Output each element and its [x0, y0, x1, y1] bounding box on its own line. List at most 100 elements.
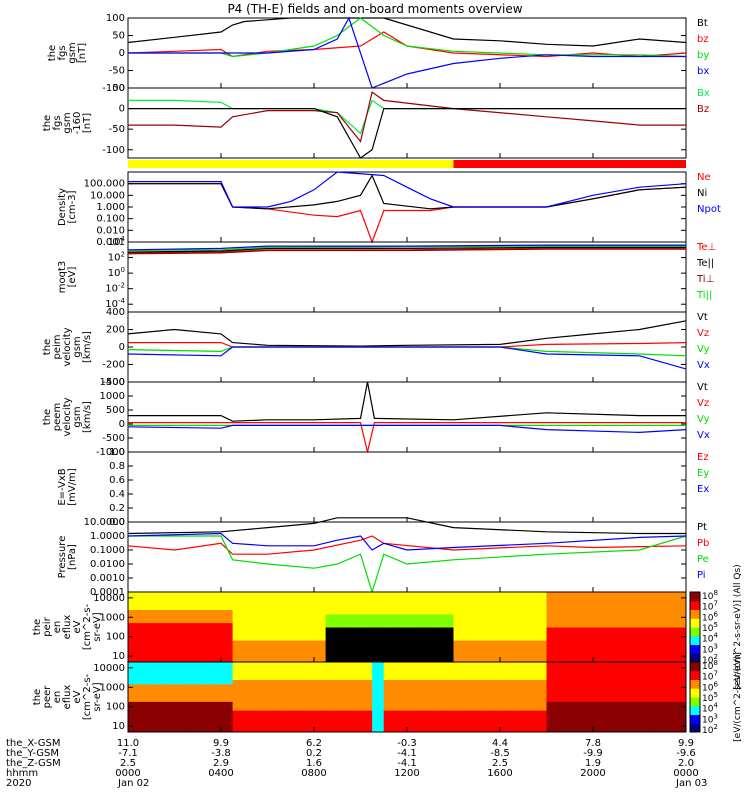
spectrogram-cell — [267, 705, 280, 711]
spectrogram-cell — [221, 640, 234, 645]
spectrogram-cell — [197, 613, 210, 619]
spectrogram-cell — [546, 662, 559, 667]
spectrogram-cell — [162, 657, 175, 663]
spectrogram-cell — [314, 618, 327, 624]
spectrogram-cell — [255, 683, 268, 689]
spectrogram-cell — [430, 618, 443, 624]
spectrogram-cell — [430, 727, 443, 733]
spectrogram-cell — [267, 600, 280, 606]
spectrogram-cell — [651, 640, 664, 645]
spectrogram-cell — [430, 666, 443, 672]
series-line-Vx — [127, 424, 687, 434]
spectrogram-cell — [593, 710, 606, 715]
spectrogram-cell — [151, 692, 164, 698]
spectrogram-cell — [209, 600, 222, 606]
spectrogram-cell — [465, 670, 478, 676]
spectrogram-cell — [255, 723, 268, 729]
spectrogram-cell — [407, 622, 420, 628]
spectrogram-cell — [383, 688, 396, 694]
spectrogram-cell — [383, 622, 396, 628]
spectrogram-cell — [186, 622, 199, 628]
spectrogram-cell — [662, 727, 675, 733]
colorbar-segment — [690, 627, 700, 637]
legend-Ti⊥: Ti⊥ — [696, 274, 714, 285]
spectrogram-cell — [197, 692, 210, 698]
spectrogram-cell — [232, 710, 245, 715]
spectrogram-cell — [453, 683, 466, 689]
spectrogram-cell — [500, 648, 513, 654]
y-tick-label: 1.000 — [96, 202, 125, 213]
spectrogram-cell — [302, 723, 315, 729]
spectrogram-cell — [511, 622, 524, 628]
spectrogram-cell — [197, 635, 210, 641]
spectrogram-cell — [325, 640, 338, 645]
spectrogram-cell — [627, 679, 640, 685]
spectrogram-cell — [418, 631, 431, 637]
spectrogram-cell — [255, 710, 268, 715]
spectrogram-cell — [383, 600, 396, 606]
spectrogram-cell — [511, 596, 524, 602]
series-line-Vx — [127, 346, 687, 370]
y-tick-label: 200 — [106, 325, 125, 336]
spectrogram-cell — [314, 653, 327, 659]
spectrogram-cell — [441, 666, 454, 672]
spectrogram-cell — [581, 613, 594, 619]
spectrogram-cell — [418, 609, 431, 615]
spectrogram-cell — [325, 670, 338, 676]
spectrogram-cell — [639, 618, 652, 624]
spectrogram-cell — [221, 600, 234, 606]
y-axis-label: eflux — [62, 615, 73, 640]
spectrogram-cell — [128, 662, 141, 667]
spectrogram-cell — [139, 666, 152, 672]
spectrogram-cell — [558, 648, 571, 654]
spectrogram-cell — [593, 622, 606, 628]
spectrogram-cell — [314, 727, 327, 733]
spectrogram-cell — [337, 662, 350, 667]
spectrogram-cell — [395, 692, 408, 698]
x-axis-value: 9.9 — [678, 738, 694, 749]
series-line-Bt — [127, 17, 687, 47]
spectrogram-cell — [639, 605, 652, 610]
spectrogram-cell — [197, 701, 210, 707]
spectrogram-cell — [232, 627, 245, 632]
spectrogram-cell — [186, 627, 199, 632]
series-line-Te⊥ — [127, 247, 686, 254]
spectrogram-cell — [627, 675, 640, 680]
spectrogram-cell — [593, 718, 606, 724]
spectrogram-cell — [581, 653, 594, 659]
spectrogram-cell — [186, 613, 199, 619]
spectrogram-cell — [314, 631, 327, 637]
spectrogram-cell — [325, 600, 338, 606]
spectrogram-cell — [604, 688, 617, 694]
spectrogram-cell — [255, 675, 268, 680]
spectrogram-cell — [162, 705, 175, 711]
spectrogram-cell — [430, 662, 443, 667]
spectrogram-cell — [348, 640, 361, 645]
spectrogram-cell — [511, 662, 524, 667]
spectrogram-cell — [372, 723, 385, 729]
spectrogram-cell — [453, 648, 466, 654]
spectrogram-cell — [418, 596, 431, 602]
y-tick-label: 0.8 — [109, 461, 125, 472]
spectrogram-cell — [453, 675, 466, 680]
spectrogram-cell — [279, 592, 292, 597]
spectrogram-cell — [569, 640, 582, 645]
spectrogram-cell — [651, 596, 664, 602]
spectrogram-cell — [511, 600, 524, 606]
spectrogram-cell — [325, 688, 338, 694]
spectrogram-cell — [511, 675, 524, 680]
x-axis-value: Jan 03 — [675, 778, 707, 789]
spectrogram-cell — [558, 635, 571, 641]
spectrogram-cell — [255, 666, 268, 672]
spectrogram-cell — [500, 710, 513, 715]
spectrogram-cell — [627, 627, 640, 632]
spectrogram-cell — [558, 627, 571, 632]
spectrogram-cell — [674, 653, 687, 659]
spectrogram-cell — [151, 653, 164, 659]
spectrogram-cell — [546, 688, 559, 694]
spectrogram-cell — [174, 675, 187, 680]
spectrogram-cell — [279, 718, 292, 724]
spectrogram-cell — [604, 675, 617, 680]
spectrogram-cell — [174, 653, 187, 659]
spectrogram-cell — [372, 670, 385, 676]
